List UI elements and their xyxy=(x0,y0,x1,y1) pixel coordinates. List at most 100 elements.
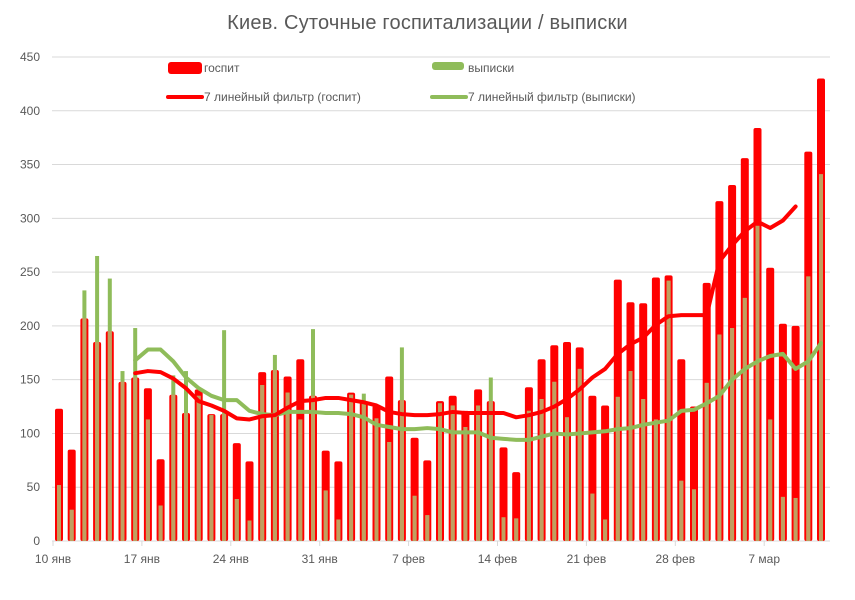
overlap-bar xyxy=(298,419,303,541)
chart-title: Киев. Суточные госпитализации / выписки xyxy=(227,12,628,34)
overlap-bar xyxy=(285,392,290,541)
overlap-bar xyxy=(57,485,61,541)
overlap-bar xyxy=(374,418,379,541)
discharge-bar xyxy=(399,347,404,401)
discharge-bar xyxy=(95,255,100,343)
y-tick-label: 50 xyxy=(27,480,41,494)
y-tick-label: 250 xyxy=(20,265,40,279)
discharge-bar xyxy=(488,377,493,402)
discharge-bar xyxy=(222,330,227,415)
filter-line-hosp xyxy=(133,204,798,422)
x-tick-label: 24 янв xyxy=(213,552,249,566)
overlap-bar xyxy=(565,417,569,541)
overlap-bar xyxy=(107,331,112,541)
discharge-bar xyxy=(184,371,188,414)
overlap-bar xyxy=(158,505,163,541)
overlap-bar xyxy=(412,495,417,541)
overlap-bar xyxy=(145,419,150,541)
overlap-bar xyxy=(704,382,709,541)
overlap-bar xyxy=(399,400,404,541)
legend-label: госпит xyxy=(204,61,240,75)
overlap-bar xyxy=(272,369,277,541)
overlap-bar xyxy=(438,403,442,541)
filter-line-discharge xyxy=(133,341,823,442)
legend-swatch-bar xyxy=(432,62,464,70)
overlap-bar xyxy=(120,381,125,541)
overlap-bar xyxy=(590,493,595,541)
overlap-bar xyxy=(653,419,658,541)
x-axis: 10 янв 17 янв 24 янв 31 янв 7 фев 14 фев 21 фе… xyxy=(35,540,830,566)
discharge-bar xyxy=(311,329,315,396)
overlap-bar xyxy=(336,519,341,541)
overlap-bar xyxy=(755,225,760,541)
y-tick-label: 450 xyxy=(20,50,40,64)
legend-label: 7 линейный фильтр (госпит) xyxy=(204,90,361,104)
overlap-bar xyxy=(82,318,87,541)
x-tick-label: 10 янв xyxy=(35,552,71,566)
hosp-bar xyxy=(601,405,610,541)
x-tick-label: 21 фев xyxy=(567,552,607,566)
discharge-bar xyxy=(361,393,366,402)
overlap-bar xyxy=(463,426,468,541)
x-tick-label: 31 янв xyxy=(302,552,338,566)
overlap-bar xyxy=(209,415,214,541)
overlap-bar xyxy=(577,368,582,541)
overlap-bar xyxy=(768,419,773,541)
filter-lines xyxy=(133,204,823,442)
overlap-bar xyxy=(260,385,265,541)
discharge-bar xyxy=(82,290,87,319)
y-tick-label: 0 xyxy=(33,534,40,548)
y-tick-label: 100 xyxy=(20,426,40,440)
discharge-bar xyxy=(133,328,138,378)
overlap-bar xyxy=(311,395,315,541)
overlap-bar xyxy=(730,328,735,541)
legend-label: 7 линейный фильтр (выписки) xyxy=(468,90,636,104)
overlap-bar xyxy=(793,497,798,541)
overlap-bar xyxy=(641,399,646,541)
overlap-bar xyxy=(69,509,74,541)
overlap-bar xyxy=(488,401,493,541)
x-tick-label: 7 фев xyxy=(392,552,425,566)
overlap-bar xyxy=(184,413,188,541)
x-tick-label: 14 фев xyxy=(478,552,518,566)
overlap-bar xyxy=(501,517,506,541)
overlap-bar xyxy=(387,442,392,541)
discharge-bar xyxy=(120,371,125,382)
overlap-bar xyxy=(349,394,354,541)
x-tick-label: 7 мар xyxy=(748,552,780,566)
overlap-bar xyxy=(666,280,671,541)
overlap-bar xyxy=(552,381,557,541)
overlap-bar xyxy=(819,174,823,542)
y-tick-label: 200 xyxy=(20,319,40,333)
overlap-bar xyxy=(171,394,176,541)
overlap-bar xyxy=(222,414,227,541)
overlap-bar xyxy=(425,515,430,541)
overlap-bar xyxy=(806,276,811,541)
discharge-bar xyxy=(107,278,112,332)
y-tick-label: 350 xyxy=(20,158,40,172)
x-tick-label: 28 фев xyxy=(655,552,695,566)
overlap-bar xyxy=(450,405,455,541)
y-tick-label: 400 xyxy=(20,104,40,118)
hosp-bar xyxy=(778,323,787,541)
bar-series xyxy=(55,78,825,542)
overlap-bar xyxy=(780,496,785,541)
overlap-bar xyxy=(95,342,100,541)
overlap-bar xyxy=(196,395,201,541)
overlap-bar xyxy=(361,401,366,541)
overlap-bar xyxy=(692,489,696,541)
discharge-bar xyxy=(171,375,176,395)
y-axis: 0 50 100 150 200 250 300 350 400 450 xyxy=(20,50,40,548)
discharge-bar xyxy=(272,354,277,370)
legend: госпит выписки 7 линейный фильтр (госпит) 7… xyxy=(166,61,636,104)
overlap-bar xyxy=(603,519,608,541)
legend-swatch-bar xyxy=(168,62,202,74)
overlap-bar xyxy=(717,334,722,541)
y-tick-label: 150 xyxy=(20,373,40,387)
overlap-bar xyxy=(514,518,519,541)
overlap-bar xyxy=(615,396,620,541)
overlap-bar xyxy=(539,399,544,541)
overlap-bar xyxy=(742,297,747,541)
overlap-bar xyxy=(526,410,531,541)
overlap-bar xyxy=(234,499,239,541)
